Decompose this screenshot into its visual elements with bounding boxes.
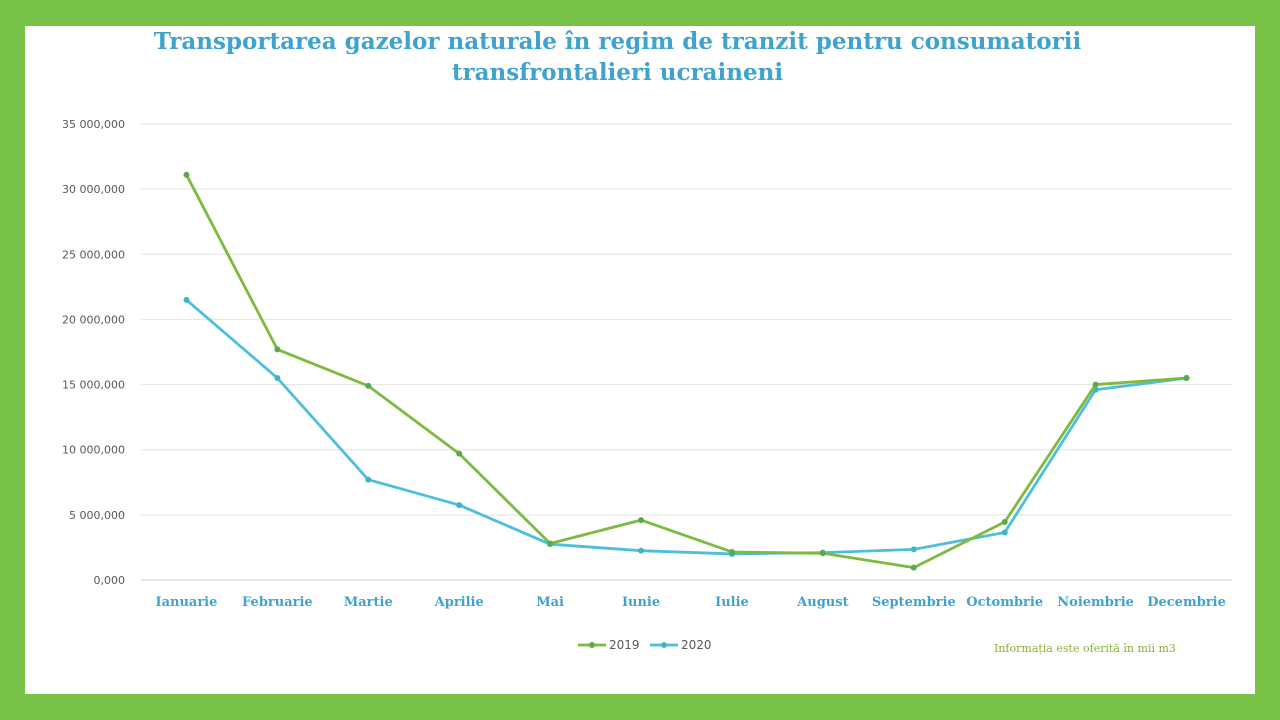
- data-point-2019: [910, 564, 917, 571]
- series-lines: [183, 171, 1190, 571]
- x-tick-label: Martie: [344, 595, 393, 610]
- x-tick-label: August: [796, 595, 848, 610]
- data-point-2019: [1092, 381, 1099, 388]
- y-tick-label: 5 000,000: [69, 509, 125, 522]
- x-tick-label: Mai: [536, 595, 564, 610]
- data-point-2020: [910, 546, 917, 553]
- data-point-2020: [1001, 529, 1008, 536]
- data-point-2020: [456, 502, 463, 509]
- data-point-2019: [365, 382, 372, 389]
- x-tick-label: Octombrie: [966, 595, 1043, 610]
- x-tick-label: Septembrie: [872, 595, 956, 610]
- data-point-2020: [274, 375, 281, 382]
- chart-title-line-1: Transportarea gazelor naturale în regim …: [153, 28, 1082, 55]
- legend: 2019 2020: [578, 638, 712, 652]
- x-tick-label: Iulie: [715, 595, 749, 610]
- x-tick-label: Aprilie: [434, 595, 484, 610]
- chart-panel: [25, 26, 1255, 694]
- data-point-2019: [1183, 375, 1190, 382]
- x-tick-label: Februarie: [242, 595, 313, 610]
- data-point-2020: [183, 296, 190, 303]
- data-point-2019: [819, 550, 826, 557]
- y-tick-label: 10 000,000: [62, 444, 125, 457]
- chart-title: Transportarea gazelor naturale în regim …: [0, 26, 1235, 88]
- series-line-2020: [185, 298, 1187, 556]
- chart-title-line-2: transfrontalieri ucraineni: [451, 59, 784, 86]
- legend-marker-2019: [589, 642, 595, 648]
- y-axis-ticks: 0,000 5 000,000 10 000,000 15 000,000 20 000…: [62, 118, 125, 587]
- y-tick-label: 25 000,000: [62, 248, 125, 261]
- data-point-2019: [547, 540, 554, 547]
- y-tick-label: 30 000,000: [62, 183, 125, 196]
- y-tick-label: 20 000,000: [62, 313, 125, 326]
- x-axis-ticks: Ianuarie Februarie Martie Aprilie Mai Iunie Iu…: [156, 595, 1226, 610]
- x-tick-label: Noiembrie: [1057, 595, 1134, 610]
- y-tick-label: 0,000: [94, 574, 126, 587]
- data-point-2019: [456, 450, 463, 457]
- legend-label-2019: 2019: [609, 638, 640, 652]
- x-tick-label: Ianuarie: [156, 595, 218, 610]
- data-point-2019: [1001, 519, 1008, 526]
- y-tick-label: 35 000,000: [62, 118, 125, 131]
- data-point-2019: [183, 171, 190, 178]
- data-point-2020: [638, 547, 645, 554]
- gridlines: [141, 123, 1232, 581]
- data-point-2019: [638, 517, 645, 524]
- units-note: Informația este oferită în mii m3: [994, 642, 1176, 655]
- data-point-2020: [365, 476, 372, 483]
- x-tick-label: Iunie: [622, 595, 660, 610]
- data-point-2019: [274, 346, 281, 353]
- x-tick-label: Decembrie: [1147, 595, 1226, 610]
- data-point-2019: [728, 548, 735, 555]
- legend-label-2020: 2020: [681, 638, 712, 652]
- y-tick-label: 15 000,000: [62, 379, 125, 392]
- legend-marker-2020: [661, 642, 667, 648]
- series-line-2019: [185, 174, 1187, 570]
